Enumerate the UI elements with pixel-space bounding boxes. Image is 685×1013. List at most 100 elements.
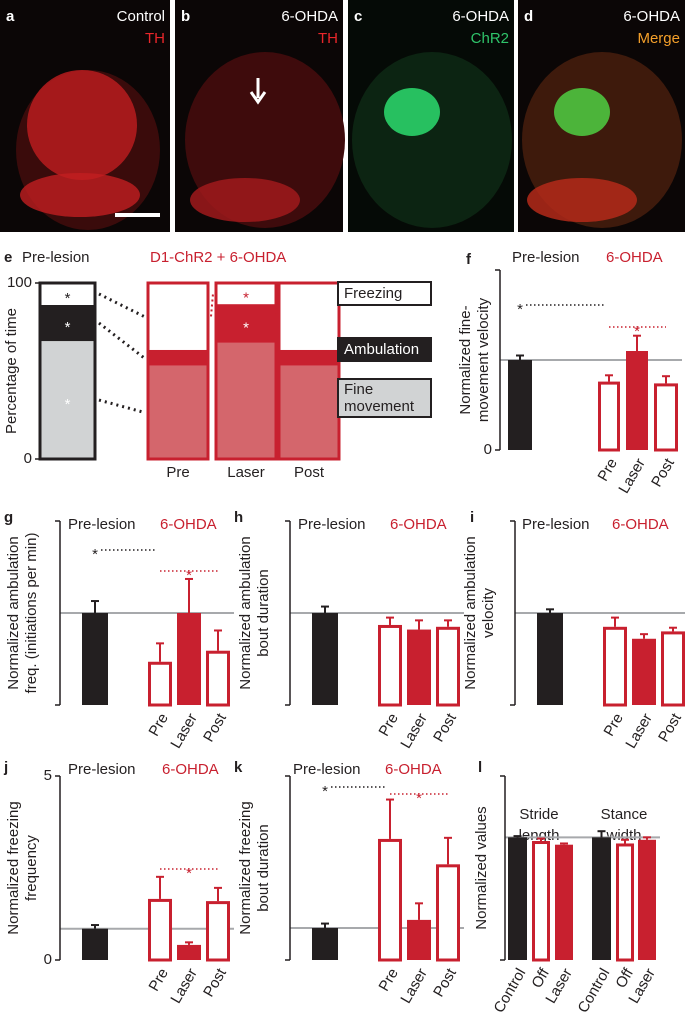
group-title: 6-OHDA xyxy=(606,249,663,266)
x-tick-label: Post xyxy=(430,710,460,745)
x-tick-label: Laser xyxy=(397,965,430,1006)
connector xyxy=(98,321,145,359)
x-tick-label: Pre xyxy=(376,965,402,994)
chr2-expression xyxy=(554,88,610,136)
group-title: Pre-lesion xyxy=(22,249,90,266)
group-title: 6-OHDA xyxy=(385,761,442,778)
bar xyxy=(638,839,656,960)
group-title: Pre-lesion xyxy=(293,761,361,778)
significance: * xyxy=(416,790,422,807)
group-title: Pre-lesion xyxy=(68,516,136,533)
x-tick-label: Pre xyxy=(146,965,172,994)
x-tick-label: Laser xyxy=(167,710,200,751)
x-tick-label: Pre xyxy=(166,464,189,481)
x-tick-label: Laser xyxy=(227,464,265,481)
bar-outline xyxy=(146,281,210,461)
connector xyxy=(98,292,145,318)
image-stain: TH xyxy=(318,30,338,47)
panel-letter: i xyxy=(470,509,474,526)
panel-letter: g xyxy=(4,509,13,526)
significance: * xyxy=(65,396,71,413)
significance: * xyxy=(186,567,192,584)
panel-letter: k xyxy=(234,759,243,776)
y-axis-label: bout duration xyxy=(255,824,272,912)
nucleus xyxy=(20,173,140,217)
bar xyxy=(555,844,573,960)
x-tick-label: Pre xyxy=(595,455,621,484)
panel-letter: c xyxy=(354,8,362,25)
x-tick-label: Post xyxy=(200,965,230,1000)
bar xyxy=(407,629,431,705)
micrograph-panels xyxy=(0,0,685,232)
y-axis-label: Normalized freezing xyxy=(5,801,22,934)
x-tick-label: Control xyxy=(574,965,613,1013)
bar xyxy=(148,661,172,707)
panel-letter: f xyxy=(466,251,472,268)
arrow xyxy=(249,78,267,105)
group-title: Pre-lesion xyxy=(512,249,580,266)
group-title: Stance xyxy=(601,806,648,823)
group-title: 6-OHDA xyxy=(612,516,669,533)
bar-segment xyxy=(216,342,276,459)
y-axis-label: Normalized ambulation xyxy=(462,536,479,689)
bar xyxy=(603,626,627,707)
image-stain: Merge xyxy=(637,30,680,47)
group-title: Stride xyxy=(519,806,558,823)
y-tick-label: 100 xyxy=(7,274,32,291)
y-axis-label: Normalized ambulation xyxy=(237,536,254,689)
bar xyxy=(532,841,550,962)
x-tick-label: Laser xyxy=(615,455,648,496)
bar-segment xyxy=(148,283,208,350)
y-axis-label: Normalized ambulation xyxy=(5,536,22,689)
chr2-expression xyxy=(384,88,440,136)
bar xyxy=(436,864,460,962)
panel-letter: l xyxy=(478,759,482,776)
bar xyxy=(436,626,460,707)
significance: * xyxy=(517,301,523,318)
y-axis-label: Percentage of time xyxy=(3,308,20,434)
legend-entry: Freezing xyxy=(337,281,432,306)
bar-outline xyxy=(38,281,97,461)
y-axis-label: Normalized values xyxy=(473,806,490,929)
group-title: Pre-lesion xyxy=(298,516,366,533)
y-tick-label: 0 xyxy=(44,951,52,968)
group-title: width xyxy=(605,827,641,844)
bar-segment xyxy=(279,283,339,350)
significance: * xyxy=(65,319,71,336)
bar xyxy=(82,613,108,705)
panel-letter: j xyxy=(3,759,8,776)
bar-segment xyxy=(40,283,95,305)
group-title: D1-ChR2 + 6-OHDA xyxy=(150,249,286,266)
significance: * xyxy=(243,319,249,336)
bar-segment xyxy=(216,304,276,343)
nucleus xyxy=(190,178,300,222)
bar-segment xyxy=(40,305,95,342)
bar-segment xyxy=(216,283,276,305)
bar-segment xyxy=(148,349,208,366)
striatum xyxy=(27,70,137,180)
panel-letter: a xyxy=(6,8,15,25)
x-tick-label: Laser xyxy=(622,710,655,751)
significance: * xyxy=(322,783,328,800)
nucleus xyxy=(527,178,637,222)
image-title: 6-OHDA xyxy=(452,8,509,25)
image-stain: TH xyxy=(145,30,165,47)
legend-entry: Ambulation xyxy=(337,337,432,362)
x-tick-label: Post xyxy=(648,455,678,490)
panel-letter: b xyxy=(181,8,190,25)
group-title: Pre-lesion xyxy=(522,516,590,533)
bar xyxy=(407,919,431,960)
bar-segment xyxy=(148,365,208,459)
y-tick-label: 0 xyxy=(484,441,492,458)
x-tick-label: Post xyxy=(200,710,230,745)
y-axis-label: bout duration xyxy=(255,569,272,657)
group-title: length xyxy=(519,827,560,844)
bar xyxy=(177,613,201,705)
significance: * xyxy=(92,546,98,563)
panel-letter: d xyxy=(524,8,533,25)
x-tick-label: Post xyxy=(655,710,685,745)
bar xyxy=(378,838,402,962)
y-tick-label: 0 xyxy=(24,450,32,467)
bar xyxy=(312,927,338,960)
